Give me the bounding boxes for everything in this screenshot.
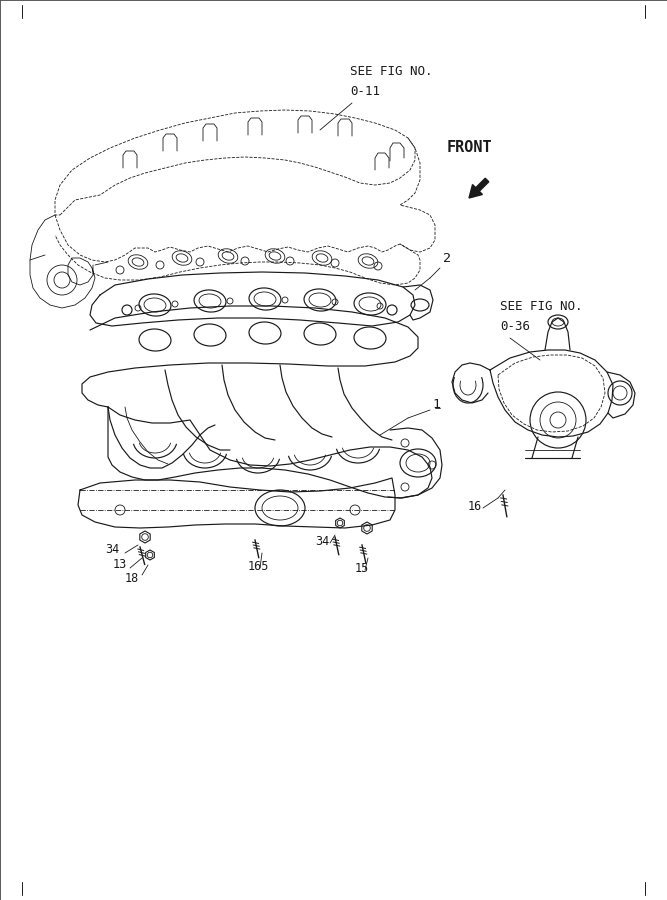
Polygon shape xyxy=(140,531,150,543)
Text: 0-36: 0-36 xyxy=(500,320,530,333)
Text: 2: 2 xyxy=(443,252,451,265)
Text: SEE FIG NO.: SEE FIG NO. xyxy=(500,300,582,313)
Text: FRONT: FRONT xyxy=(447,140,493,155)
Text: 1: 1 xyxy=(432,398,440,411)
Polygon shape xyxy=(336,518,344,528)
Text: 34: 34 xyxy=(315,535,329,548)
Polygon shape xyxy=(362,522,372,534)
Text: 165: 165 xyxy=(248,560,269,573)
Text: 13: 13 xyxy=(113,558,127,571)
Text: SEE FIG NO.: SEE FIG NO. xyxy=(350,65,432,78)
Text: 16: 16 xyxy=(468,500,482,513)
Polygon shape xyxy=(145,550,154,560)
Text: 15: 15 xyxy=(355,562,370,575)
Text: 18: 18 xyxy=(125,572,139,585)
FancyArrow shape xyxy=(469,178,489,198)
Text: 0-11: 0-11 xyxy=(350,85,380,98)
Text: 34: 34 xyxy=(105,543,119,556)
